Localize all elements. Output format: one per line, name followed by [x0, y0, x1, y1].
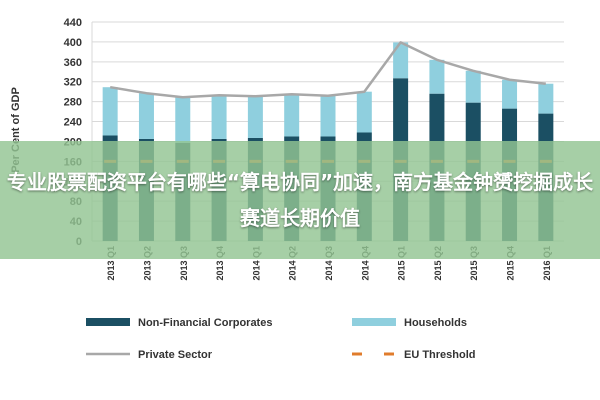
y-tick-label: 280 — [64, 97, 82, 109]
x-tick-label: 2013 Q1 — [106, 246, 116, 281]
banner-text[interactable]: 专业股票配资平台有哪些“算电协同”加速，南方基金钟赟挖掘成长赛道长期价值 — [6, 170, 594, 230]
y-tick-label: 240 — [64, 117, 82, 129]
y-tick-label: 360 — [64, 57, 82, 69]
legend-label-private-sector: Private Sector — [138, 349, 213, 361]
y-tick-label: 440 — [64, 17, 82, 29]
bar-households — [138, 93, 154, 139]
x-tick-label: 2014 Q4 — [360, 246, 370, 281]
bar-households — [356, 91, 372, 133]
overlay-banner[interactable]: 专业股票配资平台有哪些“算电协同”加速，南方基金钟赟挖掘成长赛道长期价值 — [0, 141, 600, 259]
bar-households — [102, 87, 118, 136]
bar-households — [284, 94, 300, 137]
bar-households — [247, 96, 263, 138]
bar-households — [211, 95, 227, 139]
private-sector-line — [109, 41, 546, 99]
bar-households — [175, 97, 191, 143]
x-axis-ticks: 2013 Q1 2013 Q2 2013 Q3 2013 Q4 2014 Q1 2014 … — [106, 246, 552, 281]
legend-swatch-corporates — [86, 318, 130, 326]
x-tick-label: 2014 Q1 — [251, 246, 261, 281]
legend-label-households: Households — [404, 317, 467, 329]
y-tick-label: 400 — [64, 37, 82, 49]
x-tick-label: 2015 Q3 — [469, 246, 479, 281]
legend: Non-Financial Corporates Households Priv… — [86, 317, 476, 361]
legend-swatch-households — [352, 318, 396, 326]
x-tick-label: 2015 Q1 — [397, 246, 407, 281]
y-tick-label: 320 — [64, 77, 82, 89]
bar-households — [465, 70, 481, 103]
bar-households — [393, 42, 409, 79]
x-tick-label: 2013 Q4 — [215, 246, 225, 281]
legend-label-corporates: Non-Financial Corporates — [138, 317, 272, 329]
x-tick-label: 2014 Q2 — [288, 246, 298, 281]
bar-households — [320, 95, 336, 137]
private-sector-polyline — [109, 41, 546, 99]
x-tick-label: 2016 Q1 — [542, 246, 552, 281]
x-tick-label: 2014 Q3 — [324, 246, 334, 281]
bar-households — [502, 79, 518, 109]
bar-households — [429, 59, 445, 94]
bar-households — [538, 83, 554, 114]
x-tick-label: 2015 Q2 — [433, 246, 443, 281]
legend-label-eu-threshold: EU Threshold — [404, 349, 476, 361]
x-tick-label: 2013 Q2 — [142, 246, 152, 281]
x-tick-label: 2013 Q3 — [179, 246, 189, 281]
x-tick-label: 2015 Q4 — [506, 246, 516, 281]
